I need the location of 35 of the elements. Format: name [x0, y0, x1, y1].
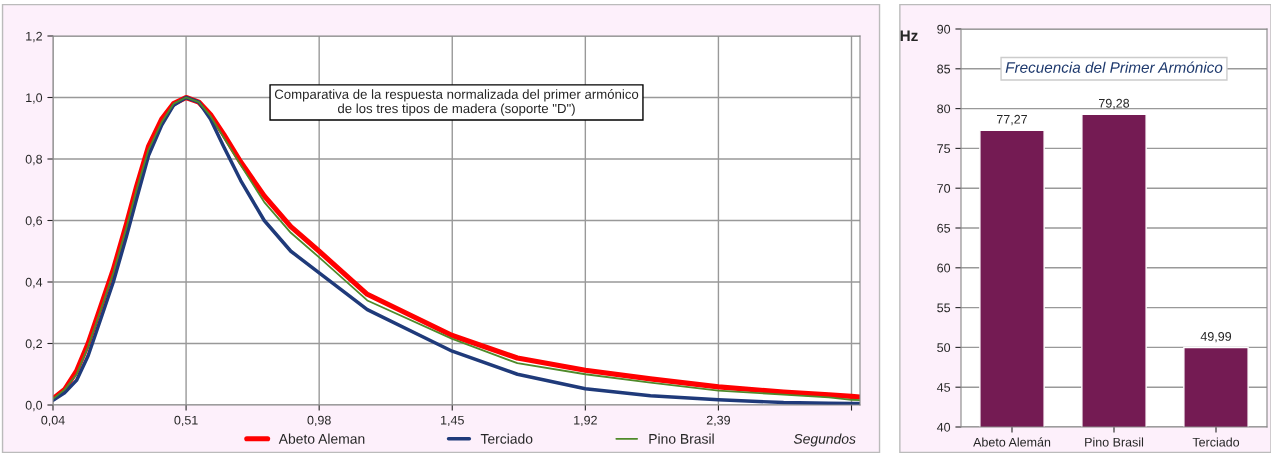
y-axis-title: Hz	[900, 30, 918, 41]
x-tick-label: 0,98	[307, 415, 331, 427]
x-tick-label: 1,45	[441, 415, 464, 427]
y-tick-label: 1,2	[26, 31, 42, 43]
y-tick-label: 0,8	[25, 154, 43, 166]
x-axis-title: Segundos	[793, 433, 856, 447]
y-tick-label: 75	[937, 144, 951, 154]
x-tick-label: 1,92	[574, 415, 597, 427]
y-tick-label: 85	[937, 64, 951, 74]
x-tick-label: 2,39	[706, 415, 730, 427]
x-tick-label: 0,04	[41, 415, 65, 427]
legend-label: Abeto Aleman	[278, 433, 365, 444]
data-label: 79,28	[1099, 98, 1130, 110]
y-tick-label: 0,2	[25, 339, 42, 350]
y-tick-label: 90	[937, 24, 951, 34]
y-tick-label: 70	[937, 184, 951, 193]
annotation: Comparativa de la respuesta normalizada del primer armónico de los tres tipos de madera (soporte "D")	[274, 89, 639, 116]
y-tick-label: 80	[937, 104, 951, 114]
data-label: 77,27	[997, 114, 1028, 126]
y-tick-label: 60	[937, 263, 951, 273]
y-tick-label: 0,6	[25, 216, 43, 227]
y-tick-label: 55	[937, 303, 951, 313]
y-tick-label: 45	[936, 383, 951, 392]
y-tick-label: 50	[937, 343, 951, 353]
y-tick-label: 40	[936, 422, 951, 432]
x-tick-label: Terciado	[1192, 437, 1240, 447]
y-tick-label: 1,0	[26, 93, 43, 104]
y-tick-label: 0,0	[25, 400, 43, 412]
x-tick-label: 0,51	[174, 415, 198, 427]
annotation: Frecuencia del Primer Armónico	[1005, 61, 1223, 73]
x-tick-label: Abeto Alemán	[973, 437, 1051, 447]
data-label: 49,99	[1200, 331, 1232, 343]
x-tick-label: Pino Brasil	[1085, 437, 1144, 447]
y-tick-label: 0,4	[25, 277, 43, 289]
y-tick-label: 65	[937, 223, 951, 233]
